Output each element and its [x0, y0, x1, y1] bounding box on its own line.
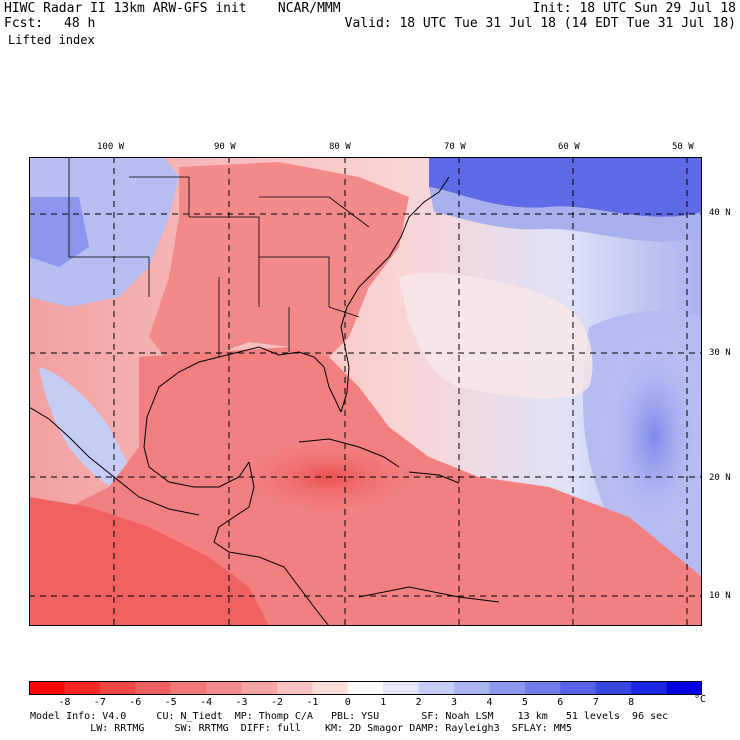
state-borders: [68, 157, 370, 357]
colorbar: [29, 681, 702, 695]
model-info-line2: LW: RRTMG SW: RRTMG DIFF: full KM: 2D Sm…: [30, 723, 572, 734]
coastline-hispaniola: [408, 471, 460, 484]
colorbar-tick-label: -3: [235, 697, 248, 708]
blue-core-east: [599, 327, 702, 547]
coastline-south-america: [358, 586, 500, 603]
coastlines: [29, 176, 500, 626]
lon-label-50w: 50 W: [672, 142, 694, 152]
lat-label-30n: 30 N: [709, 348, 731, 358]
lat-label-20n: 20 N: [709, 473, 731, 483]
colorbar-swatch: [595, 681, 632, 695]
colorbar-swatch: [64, 681, 101, 695]
colorbar-swatch: [454, 681, 490, 695]
colorbar-tick-label: -7: [93, 697, 106, 708]
colorbar-tick-label: 8: [628, 697, 635, 708]
colorbar-swatch: [99, 681, 136, 695]
colorbar-swatch: [489, 681, 526, 695]
colorbar-swatch: [631, 681, 668, 695]
map-frame: [29, 157, 702, 626]
model-title: HIWC Radar II 13km ARW-GFS init NCAR/MMM: [4, 1, 341, 16]
neutral-region-atlantic: [399, 273, 593, 399]
colorbar-swatch: [135, 681, 172, 695]
colorbar-swatch: [29, 681, 65, 695]
colorbar-unit: °C: [694, 694, 707, 705]
colorbar-tick-label: -1: [306, 697, 319, 708]
colorbar-tick-label: -5: [164, 697, 177, 708]
colorbar-tick-label: -6: [129, 697, 142, 708]
blue-region-mexico: [39, 367, 133, 492]
red-region-pacific: [29, 497, 269, 626]
colorbar-swatch: [312, 681, 349, 695]
valid-time: Valid: 18 UTC Tue 31 Jul 18 (14 EDT Tue …: [344, 16, 736, 31]
colorbar-tick-label: -4: [200, 697, 213, 708]
colorbar-tick-label: 3: [451, 697, 458, 708]
blue-region-northeast: [429, 157, 702, 217]
forecast-hour: 48 h: [64, 16, 96, 31]
colorbar-swatch: [170, 681, 207, 695]
lat-label-10n: 10 N: [709, 591, 731, 601]
lon-label-70w: 70 W: [444, 142, 466, 152]
lon-label-80w: 80 W: [329, 142, 351, 152]
lat-lon-grid: [29, 157, 702, 626]
init-time: Init: 18 UTC Sun 29 Jul 18: [532, 1, 737, 16]
blue-region-northwest: [29, 157, 179, 307]
colorbar-tick-label: -8: [58, 697, 71, 708]
colorbar-swatch: [524, 681, 561, 695]
colorbar-swatch: [383, 681, 420, 695]
colorbar-swatch: [347, 681, 384, 695]
colorbar-swatch: [418, 681, 455, 695]
colorbar-tick-label: 2: [415, 697, 422, 708]
forecast-label: Fcst:: [4, 16, 44, 31]
colorbar-tick-label: 0: [344, 697, 351, 708]
colorbar-swatch: [666, 681, 702, 695]
colorbar-tick-label: 6: [557, 697, 564, 708]
colorbar-tick-label: -2: [270, 697, 283, 708]
colorbar-frame: [29, 681, 702, 695]
coastline-cuba: [298, 438, 400, 468]
coastline-mexico-pacific: [29, 406, 200, 516]
coastline-us-east: [340, 176, 450, 413]
colorbar-tick-label: 1: [380, 697, 387, 708]
colorbar-swatch: [560, 681, 597, 695]
colorbar-tick-label: 4: [486, 697, 493, 708]
lon-label-100w: 100 W: [97, 142, 125, 152]
lat-label-40n: 40 N: [709, 208, 731, 218]
coastline-gulf: [143, 346, 342, 488]
colorbar-swatch: [206, 681, 243, 695]
colorbar-tick-label: 7: [592, 697, 599, 708]
blue-region-northeast-edge: [429, 187, 702, 242]
model-info-line1: Model Info: V4.0 CU: N_Tiedt MP: Thomp C…: [30, 711, 669, 722]
colorbar-swatch: [241, 681, 278, 695]
colorbar-swatch: [276, 681, 313, 695]
field-name: Lifted index: [8, 33, 95, 47]
coastline-central-america: [213, 461, 330, 626]
lifted-index-map: [29, 157, 702, 626]
lon-label-90w: 90 W: [214, 142, 236, 152]
lon-label-60w: 60 W: [558, 142, 580, 152]
colorbar-tick-label: 5: [521, 697, 528, 708]
